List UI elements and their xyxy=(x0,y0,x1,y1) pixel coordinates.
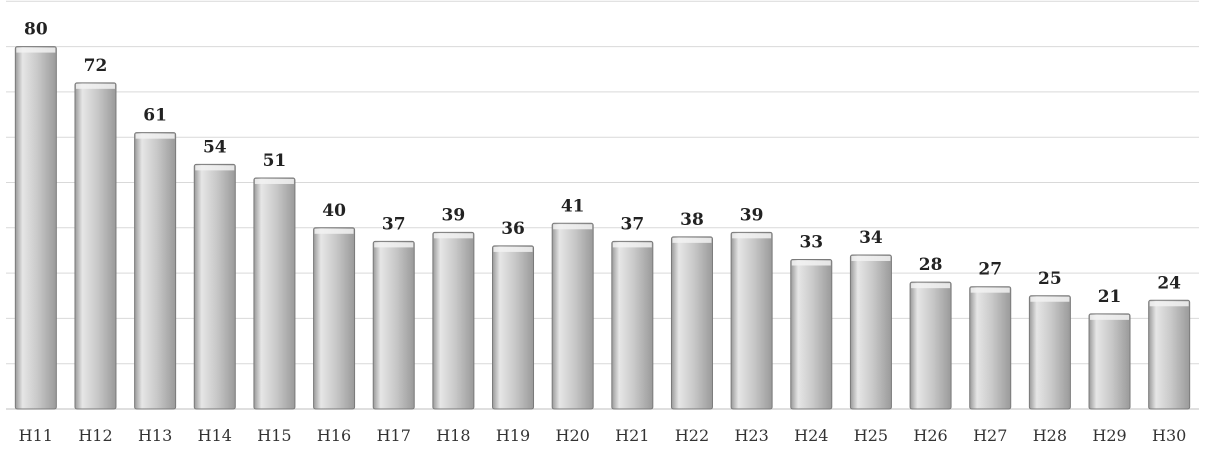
bar-H24 xyxy=(790,259,833,410)
x-tick-label-H23: H23 xyxy=(734,426,768,445)
bar-H14 xyxy=(193,163,236,410)
bar-H27 xyxy=(969,286,1012,410)
data-label-H29: 21 xyxy=(1098,287,1122,307)
data-label-H13: 61 xyxy=(143,106,167,126)
x-tick-label-H12: H12 xyxy=(78,426,112,445)
gridlines xyxy=(6,0,1199,410)
bar-bevel-H22 xyxy=(672,237,712,243)
data-label-H28: 25 xyxy=(1038,269,1062,289)
data-label-H24: 33 xyxy=(799,233,823,253)
bar-bevel-H17 xyxy=(374,242,414,248)
x-tick-label-H29: H29 xyxy=(1092,426,1126,445)
data-label-H14: 54 xyxy=(203,137,227,157)
x-tick-label-H26: H26 xyxy=(913,426,947,445)
data-label-H25: 34 xyxy=(859,228,883,248)
bar-bevel-H26 xyxy=(911,283,951,289)
bar-bevel-H28 xyxy=(1030,296,1070,302)
x-axis-ticks: H11 H12 H13 H14 H15 H16 H17 H18 H19 H20 H21 H22 H23 H… xyxy=(19,426,1187,445)
bar-H30 xyxy=(1148,299,1191,410)
x-tick-label-H24: H24 xyxy=(794,426,828,445)
bar-H23 xyxy=(730,231,773,410)
bar-H29 xyxy=(1088,313,1131,410)
bar-H26 xyxy=(909,281,952,410)
data-label-H27: 27 xyxy=(978,260,1002,280)
bar-H13 xyxy=(134,132,177,410)
bar-H18 xyxy=(432,231,475,410)
bar-H16 xyxy=(313,227,356,410)
bar-H21 xyxy=(611,240,654,410)
x-tick-label-H25: H25 xyxy=(854,426,888,445)
data-label-H21: 37 xyxy=(620,214,644,234)
bar-H20 xyxy=(551,222,594,410)
bar-H25 xyxy=(849,254,892,410)
bar-bevel-H21 xyxy=(612,242,652,248)
x-tick-label-H11: H11 xyxy=(19,426,53,445)
x-tick-label-H22: H22 xyxy=(675,426,709,445)
bar-bevel-H16 xyxy=(314,228,354,234)
bar-bevel-H15 xyxy=(254,178,294,184)
bars xyxy=(14,46,1191,410)
data-label-H11: 80 xyxy=(24,20,48,40)
bar-bevel-H13 xyxy=(135,133,175,139)
data-label-H20: 41 xyxy=(561,196,585,216)
x-tick-label-H14: H14 xyxy=(198,426,232,445)
data-label-H23: 39 xyxy=(740,205,764,225)
bar-H22 xyxy=(670,236,713,410)
bar-H11 xyxy=(14,46,57,410)
x-tick-label-H16: H16 xyxy=(317,426,351,445)
bar-bevel-H12 xyxy=(75,83,115,89)
x-tick-label-H27: H27 xyxy=(973,426,1007,445)
x-tick-label-H13: H13 xyxy=(138,426,172,445)
bar-bevel-H24 xyxy=(791,260,831,266)
bar-bevel-H18 xyxy=(433,233,473,239)
data-labels: 80 72 61 54 51 40 37 39 36 41 37 38 39 33 34 28 27 25 21 24 xyxy=(24,20,1181,307)
x-tick-label-H20: H20 xyxy=(556,426,590,445)
bar-H19 xyxy=(492,245,535,410)
bar-H12 xyxy=(74,82,117,410)
x-tick-label-H30: H30 xyxy=(1152,426,1186,445)
data-label-H15: 51 xyxy=(263,151,287,171)
x-tick-label-H19: H19 xyxy=(496,426,530,445)
data-label-H12: 72 xyxy=(84,56,108,76)
x-tick-label-H21: H21 xyxy=(615,426,649,445)
x-tick-label-H28: H28 xyxy=(1033,426,1067,445)
bar-bevel-H25 xyxy=(851,255,891,261)
bar-bevel-H20 xyxy=(553,224,593,230)
data-label-H18: 39 xyxy=(442,205,466,225)
bar-bevel-H29 xyxy=(1090,314,1130,320)
data-label-H19: 36 xyxy=(501,219,525,239)
bar-H17 xyxy=(372,240,415,410)
x-tick-label-H18: H18 xyxy=(436,426,470,445)
bar-bevel-H14 xyxy=(195,165,235,171)
bar-bevel-H19 xyxy=(493,246,533,252)
data-label-H17: 37 xyxy=(382,214,406,234)
data-label-H16: 40 xyxy=(322,201,346,221)
data-label-H22: 38 xyxy=(680,210,704,230)
bar-bevel-H27 xyxy=(970,287,1010,293)
bar-H15 xyxy=(253,177,296,410)
data-label-H30: 24 xyxy=(1157,273,1181,293)
x-tick-label-H17: H17 xyxy=(377,426,411,445)
x-tick-label-H15: H15 xyxy=(257,426,291,445)
bar-bevel-H11 xyxy=(16,47,56,53)
data-label-H26: 28 xyxy=(919,255,943,275)
bar-bevel-H23 xyxy=(732,233,772,239)
bar-bevel-H30 xyxy=(1149,301,1189,307)
bar-H28 xyxy=(1028,295,1071,410)
